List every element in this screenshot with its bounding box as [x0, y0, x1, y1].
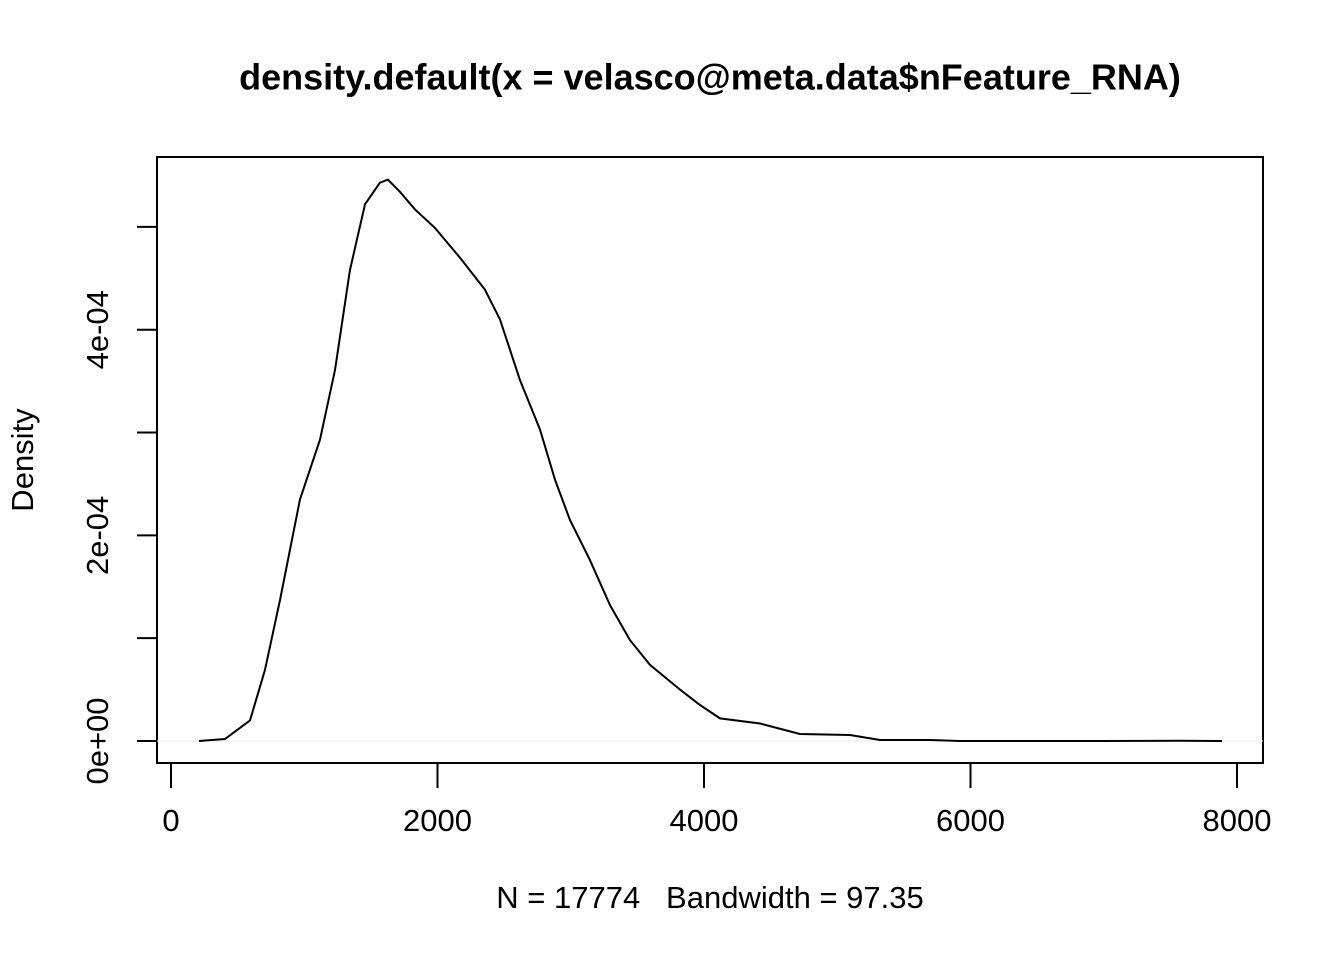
plot-box: [156, 156, 1264, 764]
y-tick-label: 0e+00: [80, 697, 115, 784]
y-axis-label: Density: [5, 408, 40, 512]
chart-title: density.default(x = velasco@meta.data$nF…: [239, 57, 1181, 98]
density-line: [198, 178, 1222, 742]
y-tick-label: 4e-04: [80, 290, 115, 369]
x-axis-label: N = 17774 Bandwidth = 97.35: [496, 880, 923, 915]
x-tick-label: 0: [162, 803, 179, 838]
x-tick-label: 6000: [936, 803, 1005, 838]
x-tick-label: 8000: [1203, 803, 1272, 838]
x-tick-label: 2000: [403, 803, 472, 838]
x-tick-label: 4000: [670, 803, 739, 838]
y-tick-label: 2e-04: [80, 496, 115, 575]
